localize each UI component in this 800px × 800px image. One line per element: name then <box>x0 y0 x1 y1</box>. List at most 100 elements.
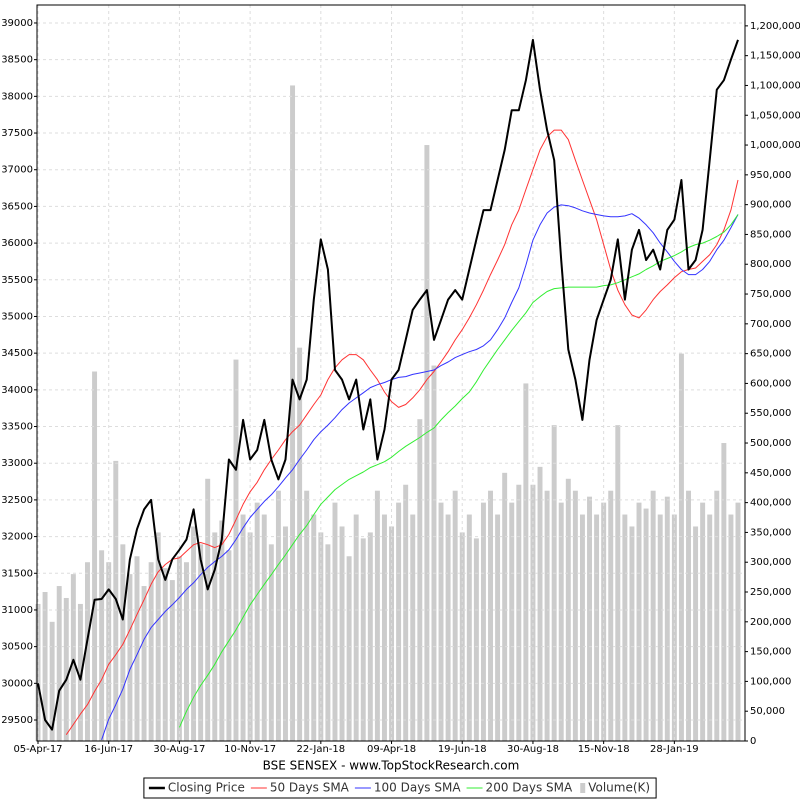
volume-bar <box>664 496 670 741</box>
y-tick-label: 37000 <box>1 165 33 176</box>
volume-bar <box>735 502 741 741</box>
volume-bar <box>367 532 373 741</box>
x-tick-label: 22-Jan-18 <box>297 744 346 755</box>
y2-tick-label: 300,000 <box>750 557 791 568</box>
volume-bar <box>120 544 126 741</box>
x-tick-label: 30-Aug-17 <box>153 744 205 755</box>
y-tick-label: 31000 <box>1 605 33 616</box>
volume-bar <box>268 544 274 741</box>
y2-tick-label: 800,000 <box>750 259 791 270</box>
y-tick-label: 31500 <box>1 568 33 579</box>
volume-bar <box>148 562 154 741</box>
y2-tick-label: 900,000 <box>750 200 791 211</box>
volume-bar <box>452 490 458 741</box>
volume-bar <box>325 544 331 741</box>
volume-bar <box>473 538 479 741</box>
volume-bar <box>445 514 451 741</box>
series-line <box>101 204 739 740</box>
volume-bar <box>721 443 727 741</box>
volume-bar <box>85 562 90 741</box>
volume-bar <box>678 353 684 741</box>
volume-bar <box>707 514 713 741</box>
legend-swatch <box>580 783 586 793</box>
volume-bar <box>523 383 529 741</box>
x-tick-label: 28-Jan-19 <box>650 744 699 755</box>
volume-bar <box>410 514 416 741</box>
volume-bar <box>466 514 472 741</box>
y-tick-label: 39000 <box>1 18 33 29</box>
y2-tick-label: 1,200,000 <box>750 21 800 32</box>
volume-bar <box>49 621 55 741</box>
y2-tick-label: 400,000 <box>750 498 791 509</box>
volume-bar <box>99 550 105 741</box>
x-tick-label: 05-Apr-17 <box>13 744 62 755</box>
legend-label: 100 Days SMA <box>374 781 461 795</box>
volume-bar <box>127 574 133 741</box>
volume-bar <box>233 359 239 741</box>
volume-bar <box>191 526 197 741</box>
volume-bar <box>42 592 48 741</box>
y-tick-label: 32500 <box>1 495 33 506</box>
volume-bar <box>728 514 734 741</box>
line-layer <box>37 38 739 740</box>
y-tick-label: 34500 <box>1 348 33 359</box>
volume-bar <box>381 514 387 741</box>
volume-bar <box>700 502 706 741</box>
y-tick-label: 37500 <box>1 128 33 139</box>
volume-bar <box>374 490 380 741</box>
volume-bar <box>622 514 628 741</box>
volume-bar <box>198 544 204 741</box>
volume-bar <box>212 532 218 741</box>
y2-tick-label: 700,000 <box>750 319 791 330</box>
volume-bar <box>396 502 402 741</box>
series-line <box>178 214 739 728</box>
legend-label: 200 Days SMA <box>486 781 573 795</box>
legend-label: Closing Price <box>168 781 245 795</box>
volume-bar <box>594 514 600 741</box>
volume-bar <box>424 145 430 741</box>
volume-bar <box>106 562 112 741</box>
y-tick-label: 38000 <box>1 91 33 102</box>
volume-bar <box>551 425 557 741</box>
y-tick-label: 36000 <box>1 238 33 249</box>
volume-bar <box>261 514 267 741</box>
chart-title: BSE SENSEX - www.TopStockResearch.com <box>263 759 520 773</box>
y-tick-label: 36500 <box>1 201 33 212</box>
y2-tick-label: 150,000 <box>750 647 791 658</box>
y2-tick-label: 1,050,000 <box>750 110 800 121</box>
volume-bar <box>480 502 486 741</box>
y-tick-label: 35500 <box>1 275 33 286</box>
series-line <box>65 129 739 735</box>
y2-tick-label: 950,000 <box>750 170 791 181</box>
volume-bar <box>56 586 62 741</box>
y2-tick-label: 0 <box>750 736 756 747</box>
plot-frame <box>36 4 746 742</box>
volume-bar <box>360 538 366 741</box>
volume-bar <box>629 526 635 741</box>
y2-tick-label: 250,000 <box>750 587 791 598</box>
volume-bar <box>389 526 395 741</box>
y-tick-label: 29500 <box>1 715 33 726</box>
y2-tick-label: 50,000 <box>750 706 785 717</box>
volume-bar <box>403 484 409 741</box>
volume-bar <box>693 526 699 741</box>
y2-tick-label: 450,000 <box>750 468 791 479</box>
volume-bar <box>495 514 501 741</box>
volume-bar <box>587 496 592 741</box>
volume-bar <box>92 371 98 741</box>
volume-bar <box>558 502 564 741</box>
y2-tick-label: 100,000 <box>750 676 791 687</box>
volume-bar <box>141 586 147 741</box>
volume-bar <box>77 603 83 741</box>
volume-bar <box>417 419 423 741</box>
volume-bar <box>240 514 246 741</box>
volume-bar <box>431 365 437 741</box>
volume-bar <box>297 347 303 741</box>
y2-tick-label: 1,150,000 <box>750 51 800 62</box>
volume-bar <box>544 490 550 741</box>
volume-bar <box>615 425 621 741</box>
y2-tick-label: 350,000 <box>750 527 791 538</box>
y2-tick-label: 850,000 <box>750 229 791 240</box>
volume-bar <box>219 520 225 741</box>
